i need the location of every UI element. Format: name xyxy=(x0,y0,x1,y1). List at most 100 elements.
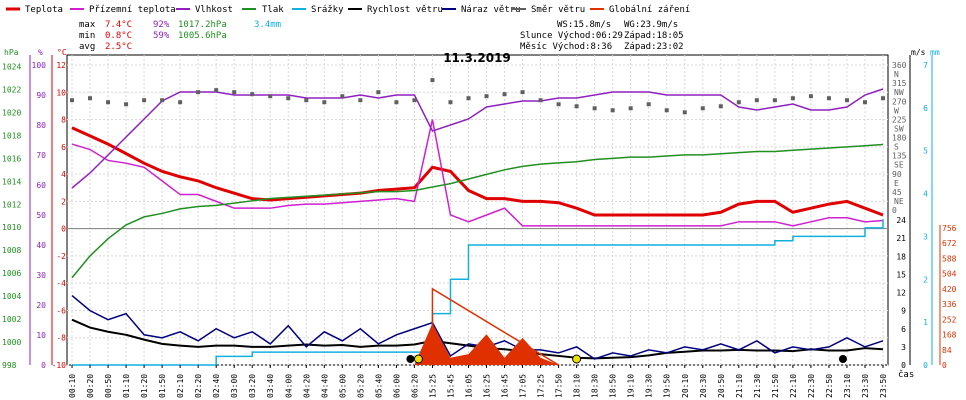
series-point-dir xyxy=(628,106,633,111)
series-point-dir xyxy=(394,100,399,105)
axis-tick-solar: 672 xyxy=(942,239,957,248)
stat-moon-set: Západ:23:02 xyxy=(624,42,684,52)
axis-tick-hpa: 1000 xyxy=(2,338,21,347)
axis-tick-dir: 45 xyxy=(892,188,902,197)
axis-tick-hpa: 1008 xyxy=(2,246,21,255)
stat-sun: Slunce Východ:06:29 xyxy=(520,31,623,41)
axis-tick-ms: 12 xyxy=(896,289,906,298)
series-point-dir xyxy=(862,100,867,105)
series-point-dir xyxy=(574,104,579,109)
x-tick-label: 23:30 xyxy=(861,374,870,398)
plot-area xyxy=(70,78,885,366)
series-point-dir xyxy=(772,98,777,103)
stat-avg-label: avg xyxy=(79,42,95,52)
series-point-dir xyxy=(682,110,687,115)
x-tick-label: 21:50 xyxy=(771,374,780,398)
x-tick-label: 15:25 xyxy=(428,374,437,398)
series-point-dir xyxy=(520,90,525,95)
legend-label-dir: Směr větru xyxy=(531,5,585,15)
series-point-dir xyxy=(466,96,471,101)
series-point-dir xyxy=(448,100,453,105)
series-point-dir xyxy=(700,106,705,111)
stat-min-press: 1005.6hPa xyxy=(178,31,227,41)
x-tick-label: 15:45 xyxy=(446,374,455,398)
x-tick-label: 00:10 xyxy=(68,374,77,398)
axis-unit-mm: mm xyxy=(930,48,940,57)
axis-tick-mm: 6 xyxy=(923,104,928,113)
axis-tick-solar: 420 xyxy=(942,285,957,294)
axis-tick-hpa: 1024 xyxy=(2,62,21,71)
series-point-dir xyxy=(790,96,795,101)
series-point-dir xyxy=(430,78,435,83)
legend-label-wind: Rychlost větru xyxy=(367,5,443,15)
moon-set-marker xyxy=(838,355,847,363)
legend-label-rain: Srážky xyxy=(311,5,344,15)
x-tick-label: 17:50 xyxy=(555,374,564,398)
stat-min-temp: 0.8°C xyxy=(105,31,132,41)
legend-label-pressure: Tlak xyxy=(262,5,284,15)
axis-tick-solar: 84 xyxy=(942,346,952,355)
series-point-dir xyxy=(484,94,489,99)
axis-tick-ms: 15 xyxy=(896,270,906,279)
x-tick-label: 04:00 xyxy=(284,374,293,398)
x-tick-label: 16:05 xyxy=(464,374,473,398)
axis-tick-pct: 0 xyxy=(41,361,46,370)
x-tick-label: 05:00 xyxy=(338,374,347,398)
stat-max-rain: 3.4mm xyxy=(254,20,281,30)
axis-tick-pct: 40 xyxy=(36,241,46,250)
stat-ws: WS:15.8m/s xyxy=(557,20,611,30)
x-tick-label: 21:10 xyxy=(735,374,744,398)
axis-tick-solar: 168 xyxy=(942,331,957,340)
chart-title: 11.3.2019 xyxy=(443,51,511,65)
x-tick-label: 21:30 xyxy=(753,374,762,398)
axis-tick-dir: 135 xyxy=(892,152,907,161)
series-line-tlak xyxy=(71,143,884,279)
axis-tick-mm: 4 xyxy=(923,190,928,199)
series-point-dir xyxy=(718,104,723,109)
series-point-dir xyxy=(376,90,381,95)
stat-moon: Měsíc Východ:8:36 xyxy=(520,42,612,52)
series-point-dir xyxy=(160,98,165,103)
legend-label-temp: Teplota xyxy=(25,5,63,15)
series-point-dir xyxy=(358,98,363,103)
axis-tick-dir: 0 xyxy=(892,206,897,215)
legend-label-gust: Náraz větru xyxy=(461,5,521,15)
x-tick-label: 01:50 xyxy=(158,374,167,398)
x-tick-label: 06:00 xyxy=(392,374,401,398)
series-point-dir xyxy=(142,98,147,103)
stat-max-press: 1017.2hPa xyxy=(178,20,227,30)
series-point-dir xyxy=(178,100,183,105)
axis-tick-dir-label: W xyxy=(894,106,899,115)
series-point-dir xyxy=(250,92,255,97)
x-tick-label: 00:20 xyxy=(86,374,95,398)
x-tick-label: 17:25 xyxy=(537,374,546,398)
x-tick-label: 00:50 xyxy=(104,374,113,398)
axis-tick-ms: 9 xyxy=(901,307,906,316)
x-tick-label: 22:10 xyxy=(789,374,798,398)
series-point-dir xyxy=(340,94,345,99)
axis-tick-dir-label: NE xyxy=(894,197,904,206)
axis-tick-dir-label: E xyxy=(894,179,899,188)
x-tick-label: 06:20 xyxy=(410,374,419,398)
x-tick-label: 02:20 xyxy=(194,374,203,398)
series-point-dir xyxy=(502,92,507,97)
x-tick-label: 18:10 xyxy=(573,374,582,398)
series-point-dir xyxy=(844,98,849,103)
axis-tick-mm: 7 xyxy=(923,61,928,70)
axis-tick-pct: 60 xyxy=(36,181,46,190)
axis-tick-celsius: -4 xyxy=(56,279,66,288)
series-point-dir xyxy=(538,98,543,103)
series-point-dir xyxy=(556,102,561,107)
stats-block: max 7.4°C 92% 1017.2hPa 3.4mm min 0.8°C … xyxy=(79,20,684,52)
x-tick-label: 22:30 xyxy=(807,374,816,398)
axis-tick-hpa: 1016 xyxy=(2,154,21,163)
x-tick-label: 20:10 xyxy=(681,374,690,398)
plot-frame xyxy=(66,54,889,366)
x-tick-label: 23:10 xyxy=(843,374,852,398)
axis-tick-dir-label: SE xyxy=(894,161,904,170)
x-tick-label: 19:10 xyxy=(627,374,636,398)
axis-tick-solar: 336 xyxy=(942,300,957,309)
series-point-dir xyxy=(286,96,291,101)
axis-tick-celsius: 6 xyxy=(61,143,66,152)
series-point-dir xyxy=(70,98,74,103)
